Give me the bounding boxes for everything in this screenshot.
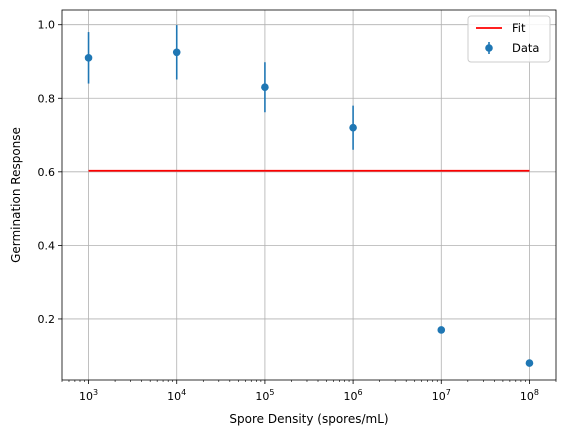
- y-tick-label: 0.8: [38, 92, 56, 105]
- data-point: [261, 83, 269, 92]
- plot-series: [84, 25, 534, 367]
- legend-label: Fit: [512, 21, 526, 35]
- data-point: [349, 123, 357, 132]
- data-point: [525, 359, 534, 367]
- legend-data-marker: [485, 44, 493, 52]
- data-point: [84, 54, 93, 62]
- data-point: [437, 326, 446, 334]
- x-tick-label: 106: [344, 388, 363, 403]
- plot-area-frame: [61, 9, 557, 381]
- legend-box: [467, 15, 551, 63]
- data-point: [172, 48, 181, 57]
- x-tick-label: 103: [79, 388, 98, 403]
- y-tick-label: 0.6: [38, 166, 56, 179]
- axis-ticks: 103 104 105 106 107 108 0.2 0.4 0.6 0.8 1.0: [38, 19, 557, 403]
- x-tick-label: 108: [520, 388, 539, 403]
- x-tick-label: 105: [255, 388, 274, 403]
- x-axis-label: Spore Density (spores/mL): [229, 412, 388, 426]
- x-tick-label: 104: [167, 388, 186, 403]
- legend-label: Data: [512, 41, 539, 55]
- y-axis-label: Germination Response: [9, 127, 23, 263]
- y-tick-label: 0.4: [38, 239, 56, 252]
- legend: Fit Data: [467, 15, 551, 63]
- y-tick-label: 0.2: [38, 313, 56, 326]
- x-tick-label: 107: [432, 388, 451, 403]
- y-tick-label: 1.0: [38, 19, 56, 32]
